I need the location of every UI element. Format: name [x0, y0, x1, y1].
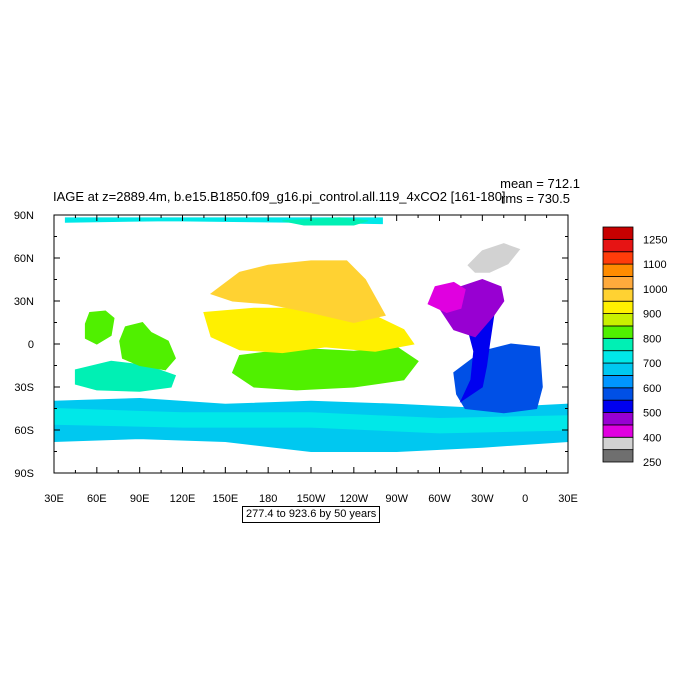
region-5: [231, 346, 419, 391]
colorbar-swatch-12: [602, 300, 634, 314]
y-tick-label-0: 90N: [14, 210, 34, 222]
map-regions: [53, 217, 569, 452]
colorbar-swatch-2: [602, 424, 634, 438]
colorbar-legend: 250 400 500 600 700 800 900 1000 1100 1250: [602, 226, 667, 469]
colorbar-label-2: 500: [643, 408, 661, 420]
colorbar-swatch-15: [602, 263, 634, 277]
colorbar-swatch-1: [602, 436, 634, 451]
region-11: [427, 281, 466, 314]
y-tick-label-6: 90S: [14, 468, 34, 480]
colorbar-swatch-8: [602, 350, 634, 364]
colorbar-swatch-5: [602, 387, 634, 401]
x-tick-label-11: 0: [522, 493, 528, 505]
colorbar-swatch-13: [602, 288, 634, 302]
colorbar-swatch-9: [602, 337, 634, 352]
x-tick-label-7: 120W: [339, 493, 368, 505]
colorbar-label-8: 1100: [643, 259, 667, 271]
colorbar-swatch-6: [602, 375, 634, 389]
x-tick-label-10: 30W: [471, 493, 494, 505]
y-tick-label-1: 60N: [14, 253, 34, 265]
x-tick-label-0: 30E: [44, 493, 64, 505]
x-tick-label-3: 120E: [170, 493, 196, 505]
y-tick-label-4: 30S: [14, 382, 34, 394]
x-tick-label-9: 60W: [428, 493, 451, 505]
colorbar-swatch-3: [602, 412, 634, 426]
x-tick-label-8: 90W: [385, 493, 408, 505]
colorbar-swatch-10: [602, 325, 634, 339]
colorbar-swatch-0: [602, 449, 634, 463]
colorbar-swatch-7: [602, 362, 634, 376]
y-tick-label-3: 0: [28, 339, 34, 351]
region-2: [74, 360, 177, 392]
colorbar-label-1: 400: [643, 432, 661, 444]
region-7: [210, 260, 386, 324]
x-tick-label-5: 180: [259, 493, 277, 505]
x-tick-label-4: 150E: [212, 493, 238, 505]
colorbar-label-6: 900: [643, 309, 661, 321]
mean-statistic: mean = 712.1: [500, 176, 580, 191]
x-tick-label-2: 90E: [130, 493, 150, 505]
colorbar-swatch-14: [602, 276, 634, 290]
colorbar-swatch-17: [602, 238, 634, 253]
colorbar-swatch-16: [602, 251, 634, 265]
y-tick-label-5: 60S: [14, 425, 34, 437]
rms-statistic: rms = 730.5: [500, 191, 570, 206]
y-tick-label-2: 30N: [14, 296, 34, 308]
axis-ticks: 30E 60E 90E 120E 150E 180 150W 120W 90W 60W 30W 0 30…: [14, 210, 578, 505]
colorbar-swatch-18: [602, 226, 634, 240]
colorbar-label-5: 800: [643, 333, 661, 345]
x-tick-label-6: 150W: [297, 493, 326, 505]
colorbar-swatch-4: [602, 399, 634, 413]
colorbar-swatch-11: [602, 313, 634, 327]
colorbar-label-3: 600: [643, 383, 661, 395]
contour-range-label: 277.4 to 923.6 by 50 years: [242, 506, 381, 523]
region-14: [282, 217, 369, 226]
colorbar-label-4: 700: [643, 358, 661, 370]
colorbar-label-0: 250: [643, 457, 661, 469]
x-tick-label-1: 60E: [87, 493, 107, 505]
region-8: [453, 343, 543, 414]
region-3: [84, 310, 115, 345]
region-4: [119, 321, 176, 371]
chart-title: IAGE at z=2889.4m, b.e15.B1850.f09_g16.p…: [53, 189, 506, 204]
colorbar-label-7: 1000: [643, 284, 667, 296]
x-tick-label-12: 30E: [558, 493, 578, 505]
region-12: [467, 243, 521, 273]
colorbar-label-9: 1250: [643, 234, 667, 246]
